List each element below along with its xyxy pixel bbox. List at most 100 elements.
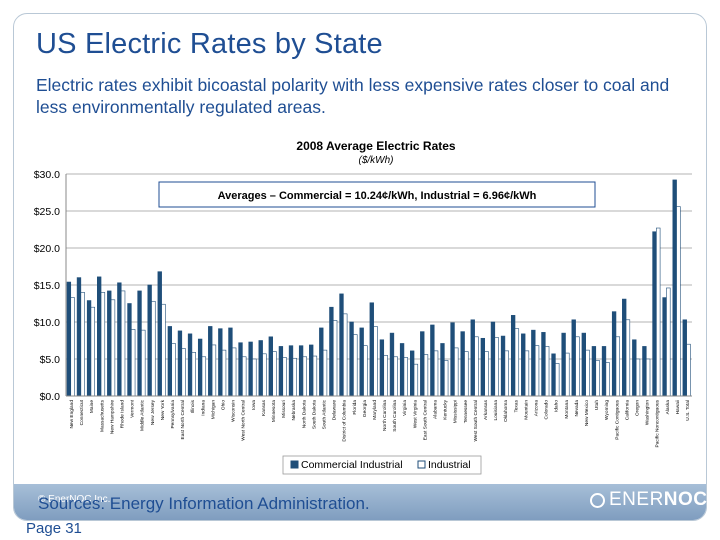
- x-tick-label: Alabama: [433, 400, 439, 419]
- x-axis-labels: New England Connecticut Maine Massachusetts…: [69, 399, 691, 447]
- x-tick-label: Missouri: [281, 400, 287, 418]
- bar-commercial: [298, 345, 304, 397]
- x-tick-label: Nebraska: [291, 400, 297, 421]
- bar-commercial: [359, 327, 364, 397]
- x-tick-label: Arizona: [534, 400, 540, 417]
- x-tick-label: Hawaii: [675, 400, 681, 414]
- bar-commercial: [601, 346, 607, 397]
- x-tick-label: Middle Atlantic: [140, 399, 146, 431]
- bar-commercial: [97, 276, 102, 397]
- bar-industrial: [454, 347, 459, 397]
- x-tick-label: Illinois: [190, 399, 196, 413]
- bar-commercial: [500, 335, 506, 397]
- bar-commercial: [177, 330, 183, 397]
- bar-industrial: [534, 345, 540, 397]
- legend-box: [282, 455, 482, 475]
- bar-commercial: [137, 290, 142, 397]
- bar-commercial: [238, 342, 243, 397]
- bar-industrial: [595, 360, 600, 397]
- bar-marks: [66, 179, 691, 397]
- bar-industrial: [656, 227, 661, 397]
- x-tick-label: Tennessee: [463, 400, 469, 424]
- bar-commercial: [510, 315, 516, 397]
- x-tick-label: Minnesota: [271, 400, 277, 422]
- bar-industrial: [413, 363, 419, 397]
- bar-industrial: [141, 329, 146, 397]
- bar-commercial: [541, 332, 546, 397]
- bar-industrial: [524, 350, 530, 397]
- bar-industrial: [201, 356, 207, 397]
- y-tick-label: $10.0: [34, 317, 60, 329]
- x-tick-label: Indiana: [200, 400, 206, 416]
- bar-commercial: [420, 331, 425, 397]
- bar-commercial: [611, 311, 617, 397]
- x-tick-label: Montana: [564, 400, 570, 419]
- x-tick-label: Pacific Noncontiguous: [655, 399, 661, 447]
- x-tick-label: North Carolina: [382, 400, 388, 431]
- bar-commercial: [349, 321, 354, 397]
- bar-industrial: [373, 326, 378, 397]
- x-tick-label: East South Central: [422, 400, 428, 440]
- bar-commercial: [591, 346, 597, 397]
- bar-industrial: [635, 358, 641, 397]
- bar-industrial: [272, 351, 277, 397]
- bar-industrial: [181, 348, 186, 397]
- bar-commercial: [389, 332, 395, 397]
- bar-industrial: [191, 352, 196, 397]
- bar-industrial: [615, 336, 621, 397]
- x-tick-label: Florida: [352, 400, 358, 415]
- bar-industrial: [120, 290, 126, 397]
- gridlines: [66, 173, 692, 360]
- bar-commercial: [632, 339, 637, 397]
- x-tick-label: Pacific Contiguous: [614, 399, 620, 439]
- x-tick-label: West North Central: [241, 400, 247, 441]
- x-tick-label: Utah: [594, 400, 600, 410]
- x-tick-label: Arkansas: [483, 399, 489, 420]
- bar-commercial: [662, 297, 667, 397]
- bar-commercial: [642, 346, 647, 397]
- legend-swatch-commercial: [290, 460, 299, 469]
- x-tick-label: Vermont: [130, 399, 136, 418]
- bar-industrial: [444, 360, 449, 397]
- bar-commercial: [581, 332, 586, 397]
- bar-commercial: [157, 271, 162, 397]
- x-tick-label: Alaska: [665, 400, 671, 415]
- x-tick-label: North Dakota: [301, 400, 307, 429]
- y-tick-label: $25.0: [34, 206, 60, 218]
- bar-industrial: [464, 351, 469, 397]
- bar-commercial: [167, 326, 173, 397]
- slide-frame: [13, 13, 707, 521]
- bar-commercial: [319, 327, 324, 397]
- x-tick-label: Ohio: [221, 400, 227, 410]
- x-tick-label: Georgia: [362, 400, 368, 417]
- bar-commercial: [652, 231, 657, 397]
- bar-industrial: [565, 352, 570, 397]
- y-tick-label: $30.0: [34, 169, 60, 181]
- x-tick-label: Oklahoma: [503, 400, 509, 422]
- bar-commercial: [379, 339, 385, 397]
- bar-industrial: [676, 206, 681, 397]
- x-tick-label: Oregon: [634, 400, 640, 416]
- bar-industrial: [393, 356, 398, 397]
- bar-industrial: [100, 292, 106, 397]
- bar-commercial: [682, 319, 687, 397]
- x-tick-label: Mississippi: [453, 400, 459, 423]
- bar-commercial: [288, 345, 294, 397]
- bar-industrial: [252, 358, 257, 397]
- bar-industrial: [353, 334, 358, 397]
- sources-note: Sources: Energy Information Administrati…: [38, 494, 370, 513]
- bar-commercial: [127, 303, 132, 397]
- slide-subtitle: Electric rates exhibit bicoastal polarit…: [36, 75, 670, 117]
- x-tick-label: Idaho: [554, 400, 560, 412]
- enernoc-logo: ENER NOC: [590, 485, 708, 515]
- x-tick-label: East North Central: [180, 400, 186, 439]
- x-tick-label: Washington: [645, 400, 651, 425]
- copyright-text: © EnerNOC Inc.: [38, 494, 111, 505]
- bar-commercial: [339, 293, 344, 397]
- bar-industrial: [605, 362, 610, 397]
- bar-industrial: [171, 343, 176, 397]
- bar-industrial: [514, 328, 520, 397]
- bar-commercial: [76, 277, 82, 397]
- bar-commercial: [147, 284, 152, 397]
- bar-commercial: [450, 322, 455, 397]
